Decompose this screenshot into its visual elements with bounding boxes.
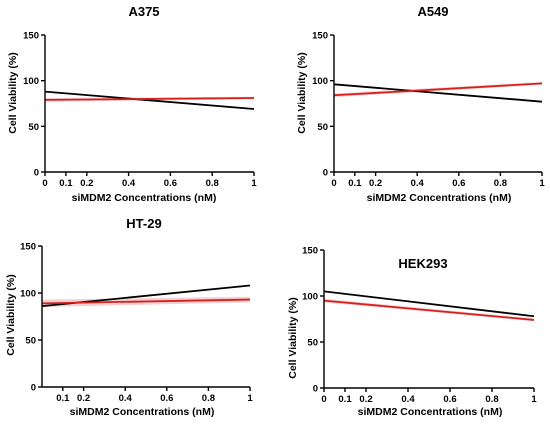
series-line	[44, 90, 255, 110]
y-tick-label: 0	[34, 168, 39, 179]
y-tick-label: 0	[313, 384, 318, 395]
plot-area: 0 50 100 150 0 0.1 0.2 0.4 0.6 0.8 1	[23, 31, 257, 190]
x-tick-label: 0.6	[452, 178, 465, 189]
panel-hek293: HEK293 Cell Viability (%) siMDM2 Concent…	[287, 246, 537, 419]
y-tick-label: 100	[302, 292, 318, 303]
x-tick-label: 0.4	[122, 178, 136, 189]
y-tick-label: 50	[25, 336, 36, 347]
y-tick-label: 50	[317, 122, 328, 133]
panel-title: A375	[128, 4, 159, 19]
series-line	[323, 299, 535, 321]
x-tick-label: 1	[531, 394, 537, 405]
x-tick-label: 1	[251, 178, 257, 189]
x-tick-label: 1	[247, 393, 253, 404]
x-tick-label: 0.2	[77, 393, 90, 404]
series-line	[323, 290, 535, 318]
y-axis-label: Cell Viability (%)	[296, 52, 308, 134]
x-tick-label: 0	[331, 178, 336, 189]
y-axis-label: Cell Viability (%)	[287, 297, 299, 379]
panel-title: A549	[417, 4, 448, 19]
x-tick-label: 0.1	[59, 178, 73, 189]
x-axis-label: siMDM2 Concentrations (nM)	[70, 406, 215, 418]
y-tick-label: 50	[28, 122, 39, 133]
x-tick-label: 0.8	[202, 393, 215, 404]
y-tick-label: 100	[312, 76, 328, 87]
x-tick-label: 0.8	[206, 178, 219, 189]
series-line	[333, 82, 543, 97]
x-tick-label: 0.6	[443, 394, 456, 405]
panel-a375: A375 Cell Viability (%) siMDM2 Concentra…	[7, 4, 257, 204]
x-tick-label: 0.1	[56, 393, 70, 404]
y-tick-label: 100	[23, 76, 39, 87]
x-tick-label: 0.1	[348, 178, 362, 189]
y-tick-label: 0	[323, 168, 328, 179]
y-axis-label: Cell Viability (%)	[7, 52, 19, 134]
x-axis-label: siMDM2 Concentrations (nM)	[367, 192, 512, 204]
panel-title: HEK293	[398, 256, 447, 271]
x-tick-label: 0	[42, 178, 47, 189]
x-tick-label: 0.8	[494, 178, 507, 189]
y-tick-label: 0	[31, 383, 36, 394]
series-line	[44, 97, 255, 101]
x-tick-label: 0.4	[401, 394, 415, 405]
x-tick-label: 0.4	[411, 178, 425, 189]
y-tick-label: 50	[307, 338, 318, 349]
panel-a549: A549 Cell Viability (%) siMDM2 Concentra…	[296, 4, 545, 204]
x-tick-label: 0	[321, 394, 326, 405]
y-tick-label: 150	[302, 246, 318, 257]
x-tick-label: 0.2	[369, 178, 382, 189]
series-line	[41, 298, 251, 305]
y-tick-label: 150	[20, 242, 36, 253]
x-tick-label: 0.6	[164, 178, 177, 189]
x-tick-label: 0.4	[119, 393, 133, 404]
x-tick-label: 1	[539, 178, 545, 189]
x-tick-label: 0.2	[80, 178, 93, 189]
y-axis-label: Cell Viability (%)	[5, 274, 17, 356]
x-tick-label: 0.2	[359, 394, 372, 405]
plot-area: 0 50 100 150 0 0.1 0.2 0.4 0.6 0.8 1	[302, 246, 537, 406]
x-axis-label: siMDM2 Concentrations (nM)	[358, 406, 503, 418]
x-tick-label: 0.8	[485, 394, 498, 405]
plot-area: 0 50 100 150 0.1 0.2 0.4 0.6 0.8 1	[20, 242, 253, 405]
panel-ht29: HT-29 Cell Viability (%) siMDM2 Concentr…	[5, 216, 253, 418]
x-tick-label: 0.6	[160, 393, 173, 404]
y-tick-label: 100	[20, 289, 36, 300]
series-line	[333, 83, 543, 103]
x-axis-label: siMDM2 Concentrations (nM)	[72, 192, 217, 204]
y-tick-label: 150	[23, 31, 39, 42]
plot-area: 0 50 100 150 0 0.1 0.2 0.4 0.6 0.8 1	[312, 31, 545, 190]
y-tick-label: 150	[312, 31, 328, 42]
x-tick-label: 0.1	[338, 394, 352, 405]
panel-title: HT-29	[126, 216, 161, 231]
